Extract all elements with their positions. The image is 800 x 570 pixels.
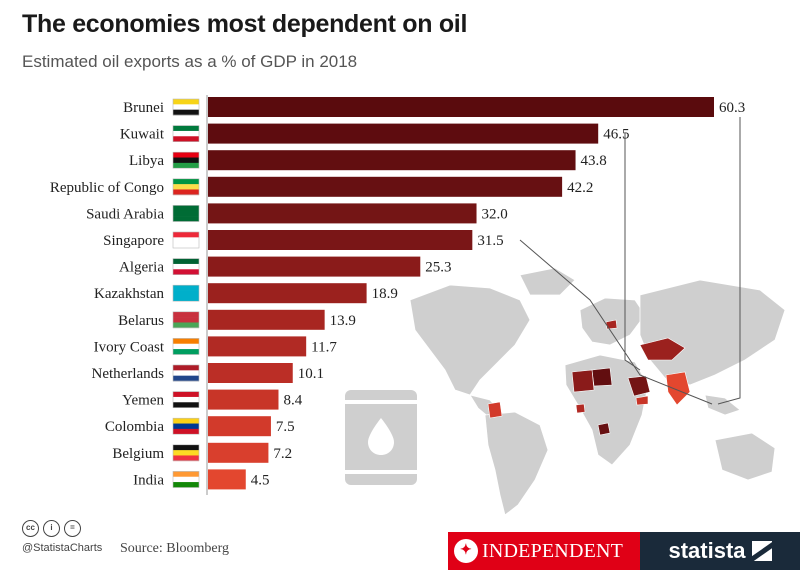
statista-wordmark: statista bbox=[668, 538, 746, 563]
oil-barrel-icon bbox=[345, 390, 417, 485]
independent-wordmark: INDEPENDENT bbox=[482, 539, 624, 562]
category-label-colombia: Colombia bbox=[105, 419, 165, 435]
bar-netherlands bbox=[208, 363, 293, 383]
map-highlights bbox=[487, 319, 691, 436]
map-india bbox=[665, 371, 691, 406]
chart-title: The economies most dependent on oil bbox=[22, 10, 468, 38]
flag-belgium-icon bbox=[172, 444, 200, 462]
bar-libya bbox=[208, 150, 576, 171]
value-label-kazakhstan: 18.9 bbox=[372, 286, 398, 302]
category-label-brunei: Brunei bbox=[123, 100, 164, 116]
map-ivory-coast bbox=[575, 403, 586, 414]
flag-netherlands-icon bbox=[172, 364, 200, 382]
value-labels-group: 60.3 46.5 43.8 42.2 32.0 31.5 25.3 18.9 13.9 11.7… bbox=[251, 97, 754, 488]
category-label-republic-of-congo: Republic of Congo bbox=[50, 180, 164, 196]
value-label-netherlands: 10.1 bbox=[298, 366, 324, 382]
category-label-kazakhstan: Kazakhstan bbox=[94, 286, 164, 302]
value-label-ivory-coast: 11.7 bbox=[311, 339, 337, 355]
map-belarus bbox=[605, 319, 618, 330]
category-label-singapore: Singapore bbox=[103, 233, 164, 249]
creative-commons-icons: cc i = bbox=[22, 520, 102, 537]
category-label-netherlands: Netherlands bbox=[92, 366, 165, 382]
flags-group bbox=[172, 98, 200, 488]
statista-logo[interactable]: statista bbox=[640, 532, 800, 570]
flag-kuwait-icon bbox=[172, 125, 200, 142]
bar-india bbox=[208, 469, 246, 490]
value-label-singapore: 31.5 bbox=[477, 233, 503, 249]
category-label-yemen: Yemen bbox=[122, 393, 164, 409]
map-libya bbox=[591, 367, 613, 387]
source-note: Source: Bloomberg bbox=[120, 541, 230, 556]
bar-saudi-arabia bbox=[208, 203, 477, 224]
map-yemen bbox=[635, 395, 649, 406]
category-label-saudi-arabia: Saudi Arabia bbox=[86, 206, 164, 222]
map-colombia bbox=[487, 401, 503, 419]
bar-ivory-coast bbox=[208, 336, 307, 357]
attribution-icon: i bbox=[43, 520, 60, 537]
category-label-belgium: Belgium bbox=[112, 446, 164, 462]
bar-belgium bbox=[208, 442, 269, 463]
category-labels-group: Brunei Kuwait Libya Republic of Congo Saudi … bbox=[50, 100, 165, 488]
flag-kazakhstan-icon bbox=[172, 284, 200, 302]
value-label-yemen: 8.4 bbox=[283, 393, 302, 409]
category-label-ivory-coast: Ivory Coast bbox=[94, 339, 165, 355]
bar-yemen bbox=[208, 389, 279, 410]
flag-brunei-icon bbox=[172, 98, 200, 116]
value-label-libya: 43.8 bbox=[581, 153, 607, 169]
flag-india-icon bbox=[172, 471, 200, 488]
value-label-belarus: 13.9 bbox=[330, 313, 356, 329]
value-label-algeria: 25.3 bbox=[425, 260, 451, 276]
bars-group bbox=[208, 97, 714, 490]
value-label-colombia: 7.5 bbox=[276, 419, 295, 435]
world-map-background bbox=[409, 267, 786, 516]
flag-libya-icon bbox=[172, 151, 200, 169]
value-label-brunei: 60.3 bbox=[719, 100, 745, 116]
bar-kazakhstan bbox=[208, 283, 367, 304]
bar-brunei bbox=[208, 97, 714, 117]
leader-lines bbox=[519, 108, 741, 405]
value-label-republic-of-congo: 42.2 bbox=[567, 180, 593, 196]
footer-credits: cc i = @StatistaCharts bbox=[22, 520, 102, 554]
bar-algeria bbox=[208, 256, 421, 277]
value-label-india: 4.5 bbox=[251, 472, 270, 488]
cc-icon: cc bbox=[22, 520, 39, 537]
category-label-kuwait: Kuwait bbox=[120, 127, 165, 143]
flag-ivory-coast-icon bbox=[172, 338, 200, 355]
flag-republic-of-congo-icon bbox=[172, 178, 200, 196]
flag-singapore-icon bbox=[172, 231, 200, 249]
flag-colombia-icon bbox=[172, 417, 200, 435]
statista-mark-icon bbox=[751, 541, 772, 561]
independent-logo[interactable]: ✦ INDEPENDENT bbox=[448, 532, 640, 570]
bar-singapore bbox=[208, 230, 473, 250]
value-label-saudi-arabia: 32.0 bbox=[482, 206, 508, 222]
bar-kuwait bbox=[208, 123, 599, 144]
eagle-icon: ✦ bbox=[454, 539, 478, 563]
category-label-belarus: Belarus bbox=[118, 313, 164, 329]
map-saudi-arabia bbox=[627, 375, 651, 397]
category-label-india: India bbox=[133, 472, 164, 488]
bar-belarus bbox=[208, 309, 325, 330]
category-label-algeria: Algeria bbox=[119, 260, 164, 276]
bar-colombia bbox=[208, 416, 271, 437]
map-algeria bbox=[571, 369, 595, 393]
no-derivatives-icon: = bbox=[64, 520, 81, 537]
map-congo bbox=[597, 422, 611, 436]
value-label-kuwait: 46.5 bbox=[603, 127, 629, 143]
map-kazakhstan bbox=[639, 337, 686, 361]
statista-handle: @StatistaCharts bbox=[22, 542, 103, 554]
category-label-libya: Libya bbox=[129, 153, 164, 169]
chart-subtitle: Estimated oil exports as a % of GDP in 2… bbox=[22, 52, 358, 71]
bar-chart: Brunei Kuwait Libya Republic of Congo Saudi … bbox=[50, 95, 786, 516]
flag-algeria-icon bbox=[172, 258, 200, 275]
flag-belarus-icon bbox=[172, 311, 200, 329]
flag-saudi-arabia-icon bbox=[172, 205, 200, 222]
value-label-belgium: 7.2 bbox=[273, 446, 292, 462]
bar-republic-of-congo bbox=[208, 176, 563, 197]
flag-yemen-icon bbox=[172, 391, 200, 408]
